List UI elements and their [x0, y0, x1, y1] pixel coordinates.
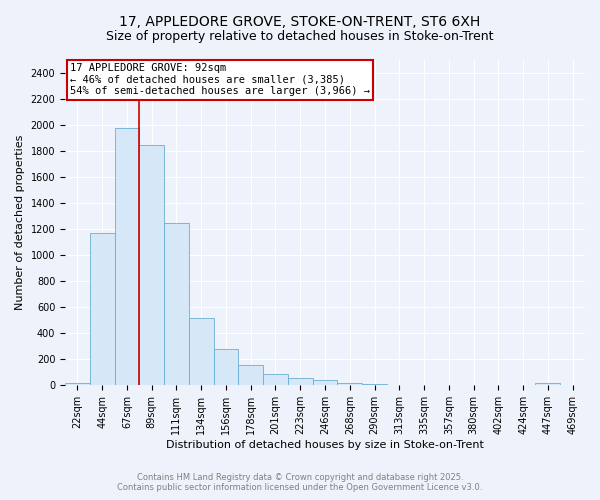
Text: 17, APPLEDORE GROVE, STOKE-ON-TRENT, ST6 6XH: 17, APPLEDORE GROVE, STOKE-ON-TRENT, ST6… [119, 15, 481, 29]
Text: Contains HM Land Registry data © Crown copyright and database right 2025.
Contai: Contains HM Land Registry data © Crown c… [118, 473, 482, 492]
Text: Size of property relative to detached houses in Stoke-on-Trent: Size of property relative to detached ho… [106, 30, 494, 43]
Y-axis label: Number of detached properties: Number of detached properties [15, 135, 25, 310]
Bar [139, 144, 164, 386]
Bar [412, 384, 436, 386]
Text: 17 APPLEDORE GROVE: 92sqm
← 46% of detached houses are smaller (3,385)
54% of se: 17 APPLEDORE GROVE: 92sqm ← 46% of detac… [70, 64, 370, 96]
Bar [115, 128, 139, 386]
Bar [288, 378, 313, 386]
Bar [189, 318, 214, 386]
Bar [65, 382, 90, 386]
Bar [535, 384, 560, 386]
Bar [387, 384, 412, 386]
Bar [313, 380, 337, 386]
Bar [164, 224, 189, 386]
Bar [263, 374, 288, 386]
Bar [337, 384, 362, 386]
Bar [362, 384, 387, 386]
Bar [214, 349, 238, 386]
Bar [90, 233, 115, 386]
X-axis label: Distribution of detached houses by size in Stoke-on-Trent: Distribution of detached houses by size … [166, 440, 484, 450]
Bar [238, 365, 263, 386]
